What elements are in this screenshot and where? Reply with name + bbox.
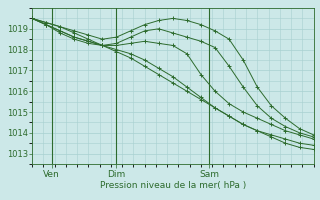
X-axis label: Pression niveau de la mer( hPa ): Pression niveau de la mer( hPa ) <box>100 181 246 190</box>
